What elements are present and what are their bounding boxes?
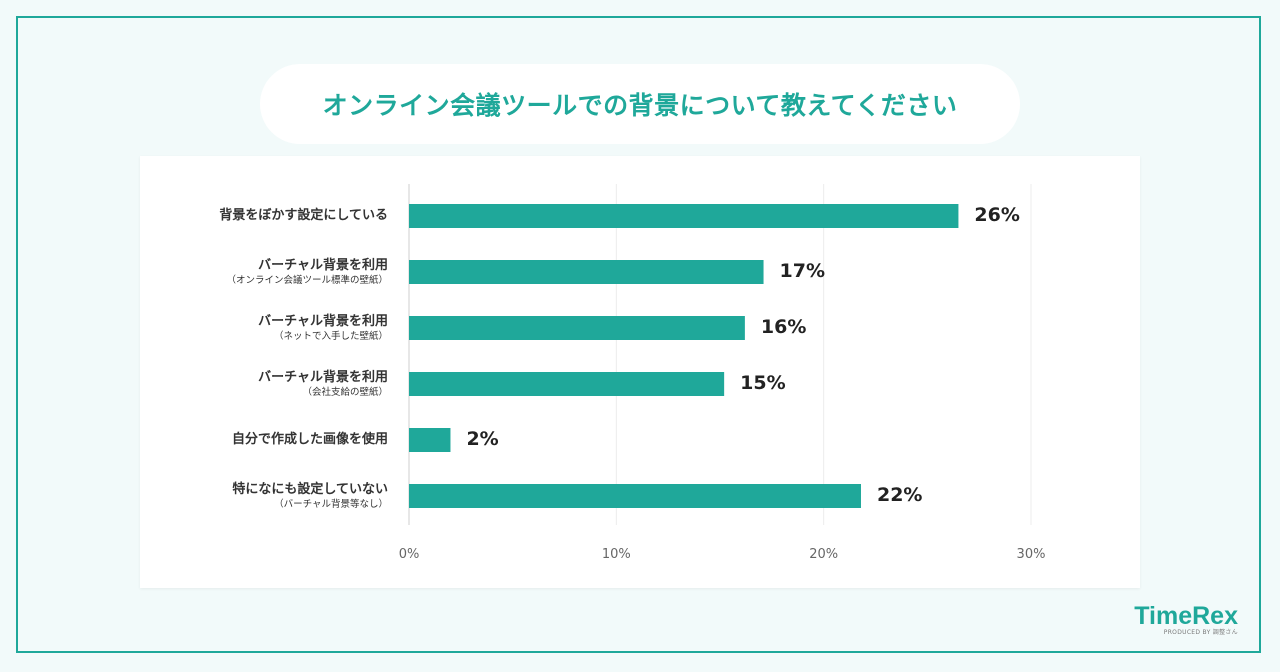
x-tick-label: 20% [809, 547, 839, 562]
value-label: 2% [466, 428, 499, 450]
category-label-main: 自分で作成した画像を使用 [231, 432, 388, 447]
category-label: 特になにも設定していない （バーチャル背景等なし） [232, 481, 388, 511]
logo-name: TimeRex [1134, 602, 1238, 630]
value-label: 26% [974, 204, 1020, 226]
category-label-main: バーチャル背景を利用 [258, 370, 388, 385]
category-label-main: 特になにも設定していない [232, 482, 388, 497]
category-label: バーチャル背景を利用 （会社支給の壁紙） [258, 369, 388, 399]
bar-layer [409, 204, 959, 508]
category-label: 自分で作成した画像を使用 [232, 431, 388, 448]
value-label: 22% [876, 484, 923, 506]
chart-title: オンライン会議ツールでの背景について教えてください [322, 91, 958, 120]
category-label-main: 背景をぼかす設定にしている [219, 208, 388, 223]
value-label: 15% [740, 372, 786, 394]
bar [409, 484, 861, 508]
category-label: 背景をぼかす設定にしている [219, 207, 388, 224]
bar [409, 428, 451, 452]
outer-frame [16, 16, 1261, 653]
bar [409, 204, 959, 228]
x-tick-label: 0% [398, 547, 420, 562]
x-tick-label: 10% [601, 547, 631, 562]
bar [409, 316, 745, 340]
category-label-sub: （オンライン会議ツール標準の壁紙） [226, 275, 388, 286]
grid-layer [408, 184, 1032, 525]
x-tick-label: 30% [1016, 547, 1046, 562]
category-label-main: バーチャル背景を利用 [258, 258, 388, 273]
logo-tagline: PRODUCED BY 調整さん [1163, 629, 1238, 636]
title-pill: オンライン会議ツールでの背景について教えてください [260, 64, 1020, 144]
timerex-logo: TimeRex PRODUCED BY 調整さん [1118, 603, 1238, 637]
category-label-sub: （バーチャル背景等なし） [274, 499, 388, 510]
value-label: 17% [779, 260, 826, 282]
value-label: 16% [760, 316, 807, 338]
bar [409, 372, 725, 396]
category-label-sub: （会社支給の壁紙） [302, 387, 388, 398]
category-label: バーチャル背景を利用 （ネットで入手した壁紙） [258, 313, 388, 343]
category-label-main: バーチャル背景を利用 [258, 314, 388, 329]
category-label-sub: （ネットで入手した壁紙） [273, 331, 388, 342]
category-label: バーチャル背景を利用 （オンライン会議ツール標準の壁紙） [226, 257, 388, 287]
bar [409, 260, 764, 284]
